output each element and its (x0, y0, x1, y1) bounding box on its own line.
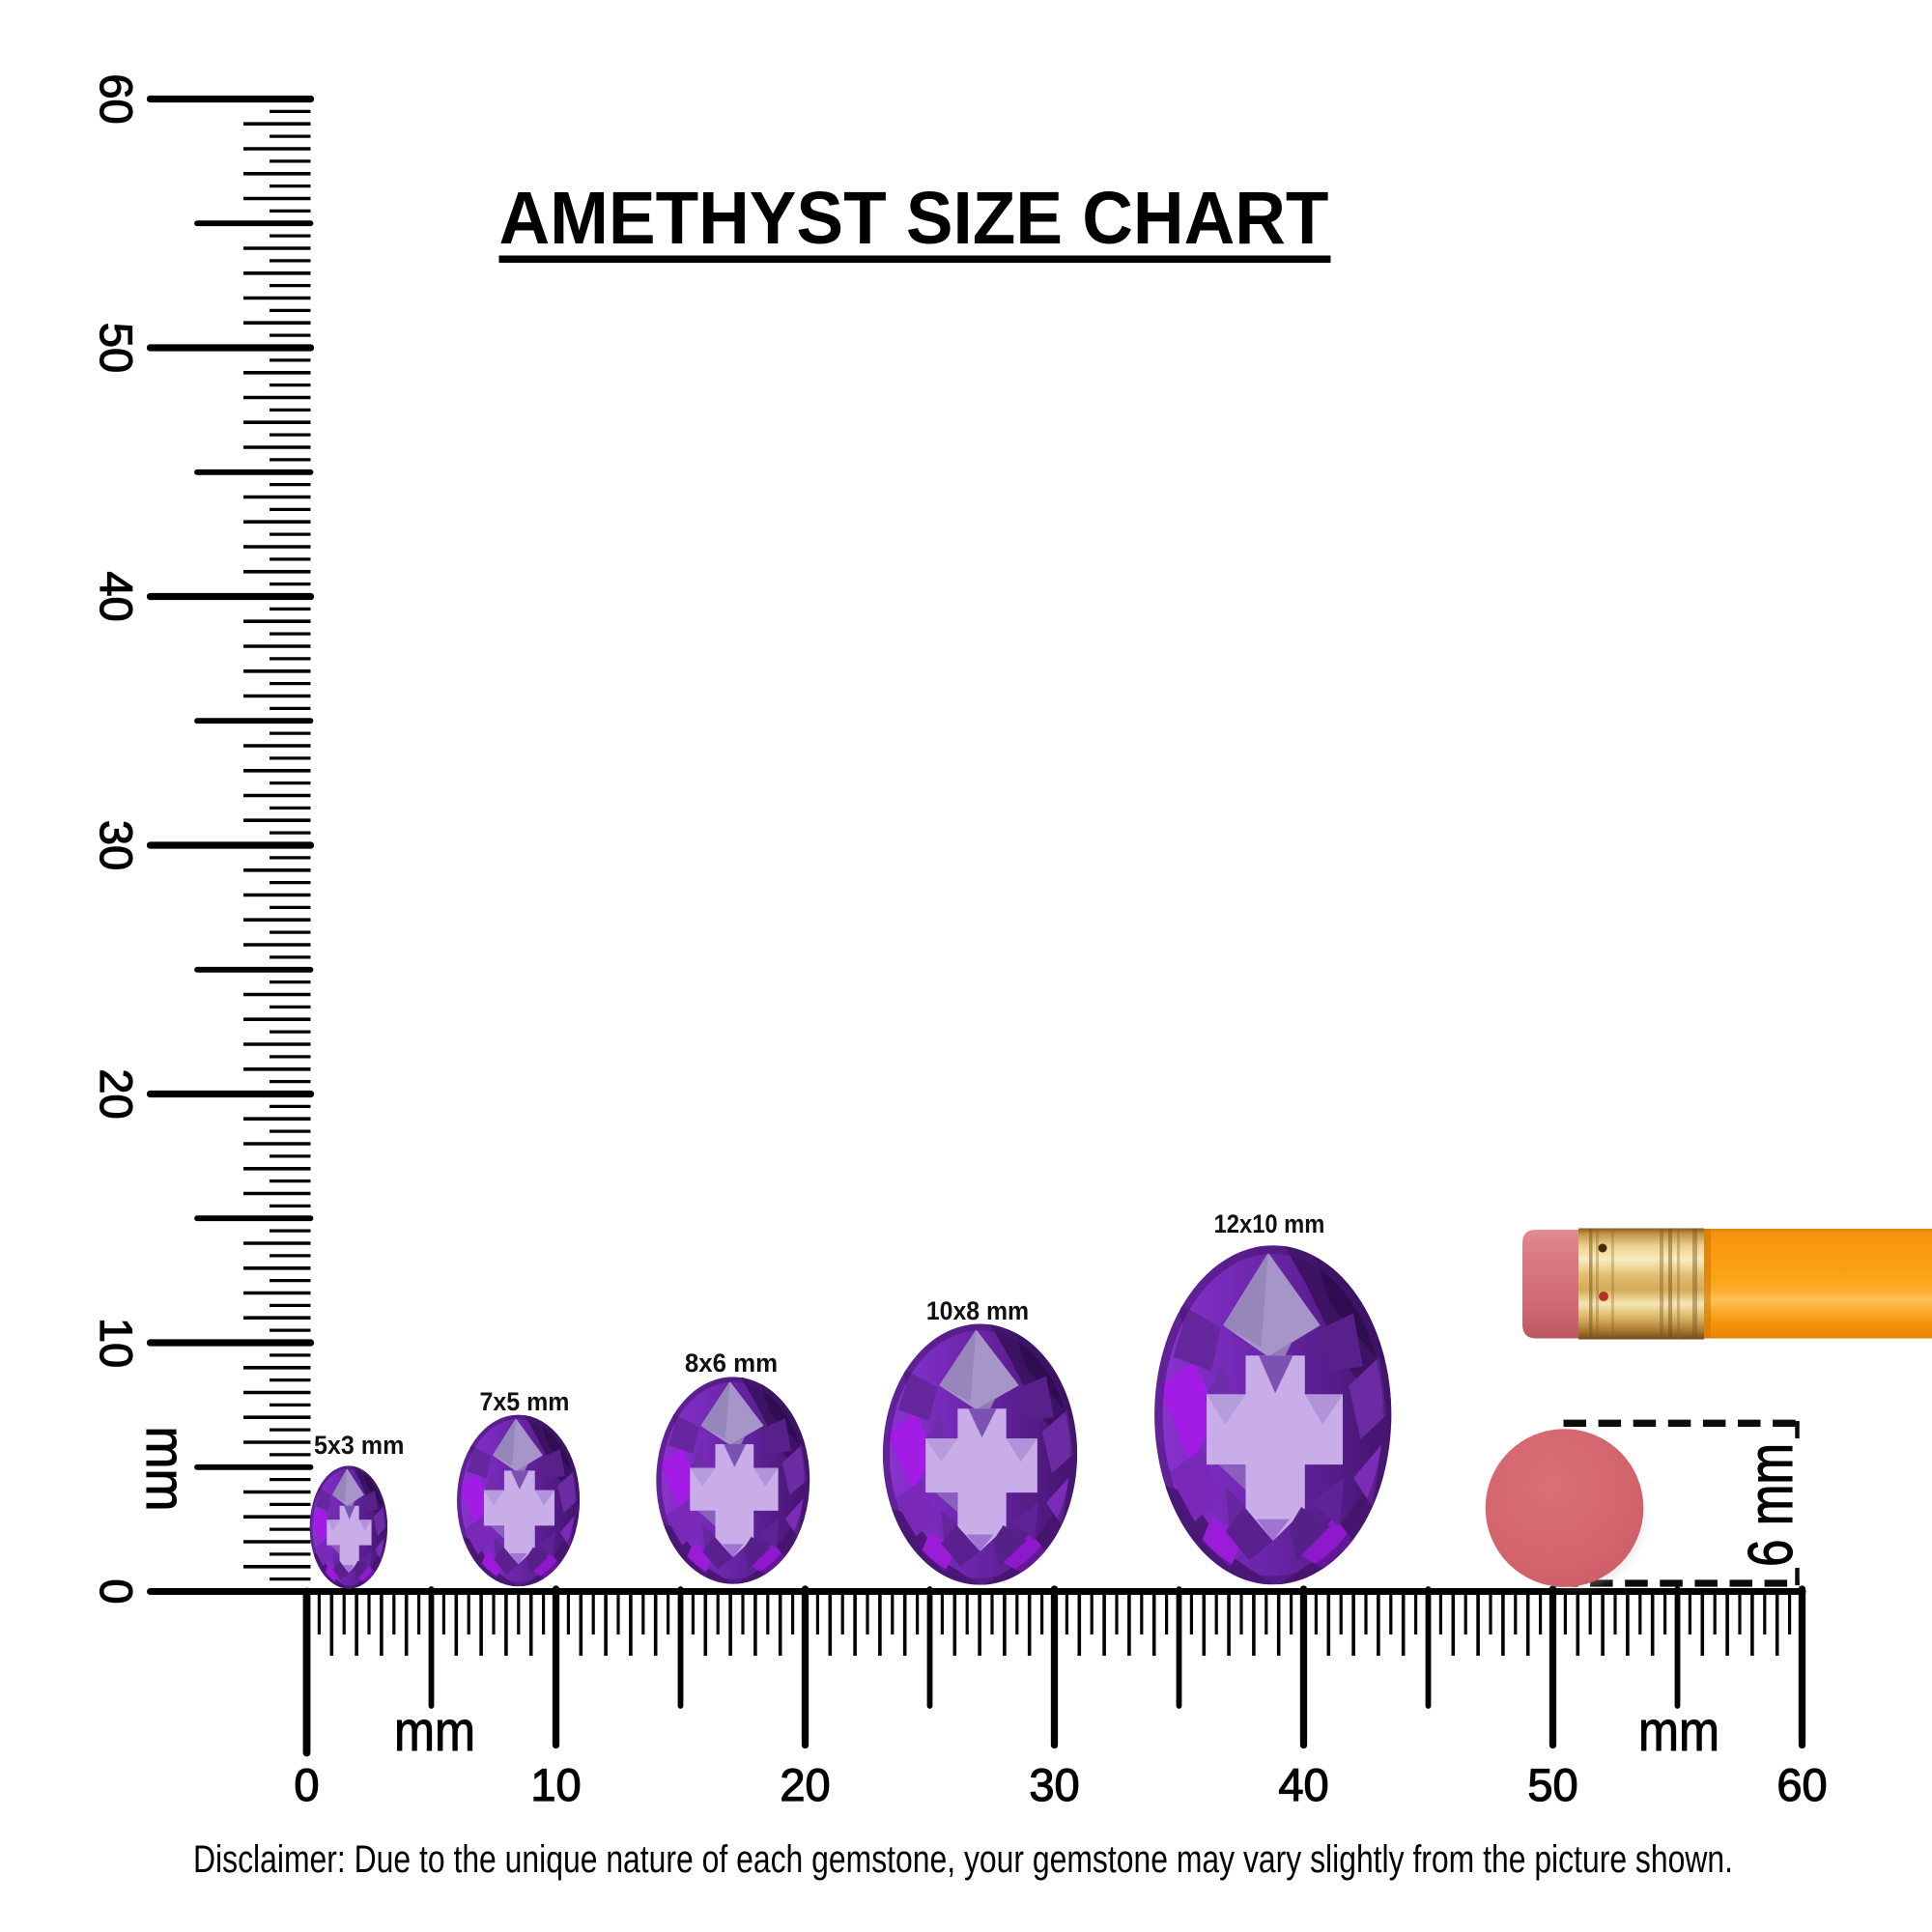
svg-text:10x8 mm: 10x8 mm (926, 1296, 1029, 1325)
svg-text:20: 20 (780, 1759, 830, 1810)
svg-text:60: 60 (91, 73, 142, 124)
svg-text:40: 40 (1278, 1759, 1328, 1810)
svg-text:40: 40 (91, 571, 142, 621)
svg-text:10: 10 (91, 1318, 142, 1368)
svg-text:AMETHYST SIZE CHART: AMETHYST SIZE CHART (499, 177, 1329, 260)
svg-text:30: 30 (91, 820, 142, 870)
svg-text:Disclaimer: Due to the unique: Disclaimer: Due to the unique nature of … (193, 1838, 1733, 1881)
svg-text:6 mm: 6 mm (1735, 1443, 1805, 1567)
svg-text:8x6 mm: 8x6 mm (685, 1349, 778, 1378)
svg-text:mm: mm (1638, 1700, 1719, 1763)
svg-text:30: 30 (1029, 1759, 1079, 1810)
svg-text:10: 10 (530, 1759, 581, 1810)
svg-text:60: 60 (1776, 1759, 1827, 1810)
svg-text:7x5 mm: 7x5 mm (480, 1387, 570, 1416)
svg-text:5x3 mm: 5x3 mm (314, 1431, 405, 1460)
svg-text:0: 0 (294, 1759, 319, 1810)
svg-text:mm: mm (394, 1700, 475, 1763)
svg-text:0: 0 (91, 1578, 142, 1604)
svg-text:mm: mm (134, 1427, 196, 1512)
svg-text:50: 50 (1527, 1759, 1577, 1810)
svg-text:20: 20 (91, 1068, 142, 1119)
svg-text:12x10 mm: 12x10 mm (1214, 1209, 1325, 1238)
svg-text:50: 50 (91, 323, 142, 373)
